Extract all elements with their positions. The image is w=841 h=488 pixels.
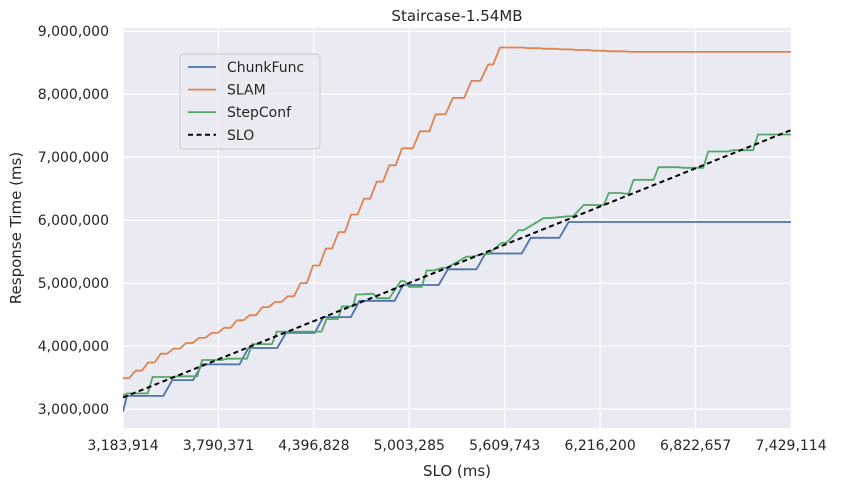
y-axis-label: Response Time (ms) [7,152,25,304]
x-tick-label: 7,429,114 [755,438,826,454]
x-tick-label: 3,790,371 [183,438,254,454]
chart-title: Staircase-1.54MB [391,7,522,25]
series-lines [123,46,791,412]
legend-label: SLO [227,128,254,144]
y-tick-labels: 3,000,000 4,000,000 5,000,000 6,000,000 7,00… [38,24,109,418]
y-tick-label: 4,000,000 [38,339,109,355]
y-tick-label: 7,000,000 [38,150,109,166]
x-axis-label: SLO (ms) [423,462,491,480]
x-tick-label: 3,183,914 [87,438,158,454]
x-tick-label: 6,822,657 [660,438,731,454]
y-tick-label: 6,000,000 [38,213,109,229]
legend-box [179,53,321,150]
legend-label: ChunkFunc [227,60,304,76]
x-tick-labels: 3,183,914 3,790,371 4,396,828 5,003,285 5,60… [87,438,826,454]
legend-label: StepConf [227,105,292,121]
series-line-slo [123,129,791,399]
y-tick-label: 5,000,000 [38,276,109,292]
x-tick-label: 5,609,743 [469,438,540,454]
series-line-stepconf [123,133,791,397]
legend: ChunkFunc SLAM StepConf SLO [179,53,321,150]
x-tick-label: 5,003,285 [374,438,445,454]
series-line-chunkfunc [123,221,791,412]
grid [122,28,792,428]
y-tick-label: 3,000,000 [38,402,109,418]
y-tick-label: 8,000,000 [38,87,109,103]
y-tick-label: 9,000,000 [38,24,109,40]
legend-label: SLAM [227,83,266,99]
x-tick-label: 4,396,828 [278,438,349,454]
series-line-slam [123,46,791,380]
x-tick-label: 6,216,200 [565,438,636,454]
